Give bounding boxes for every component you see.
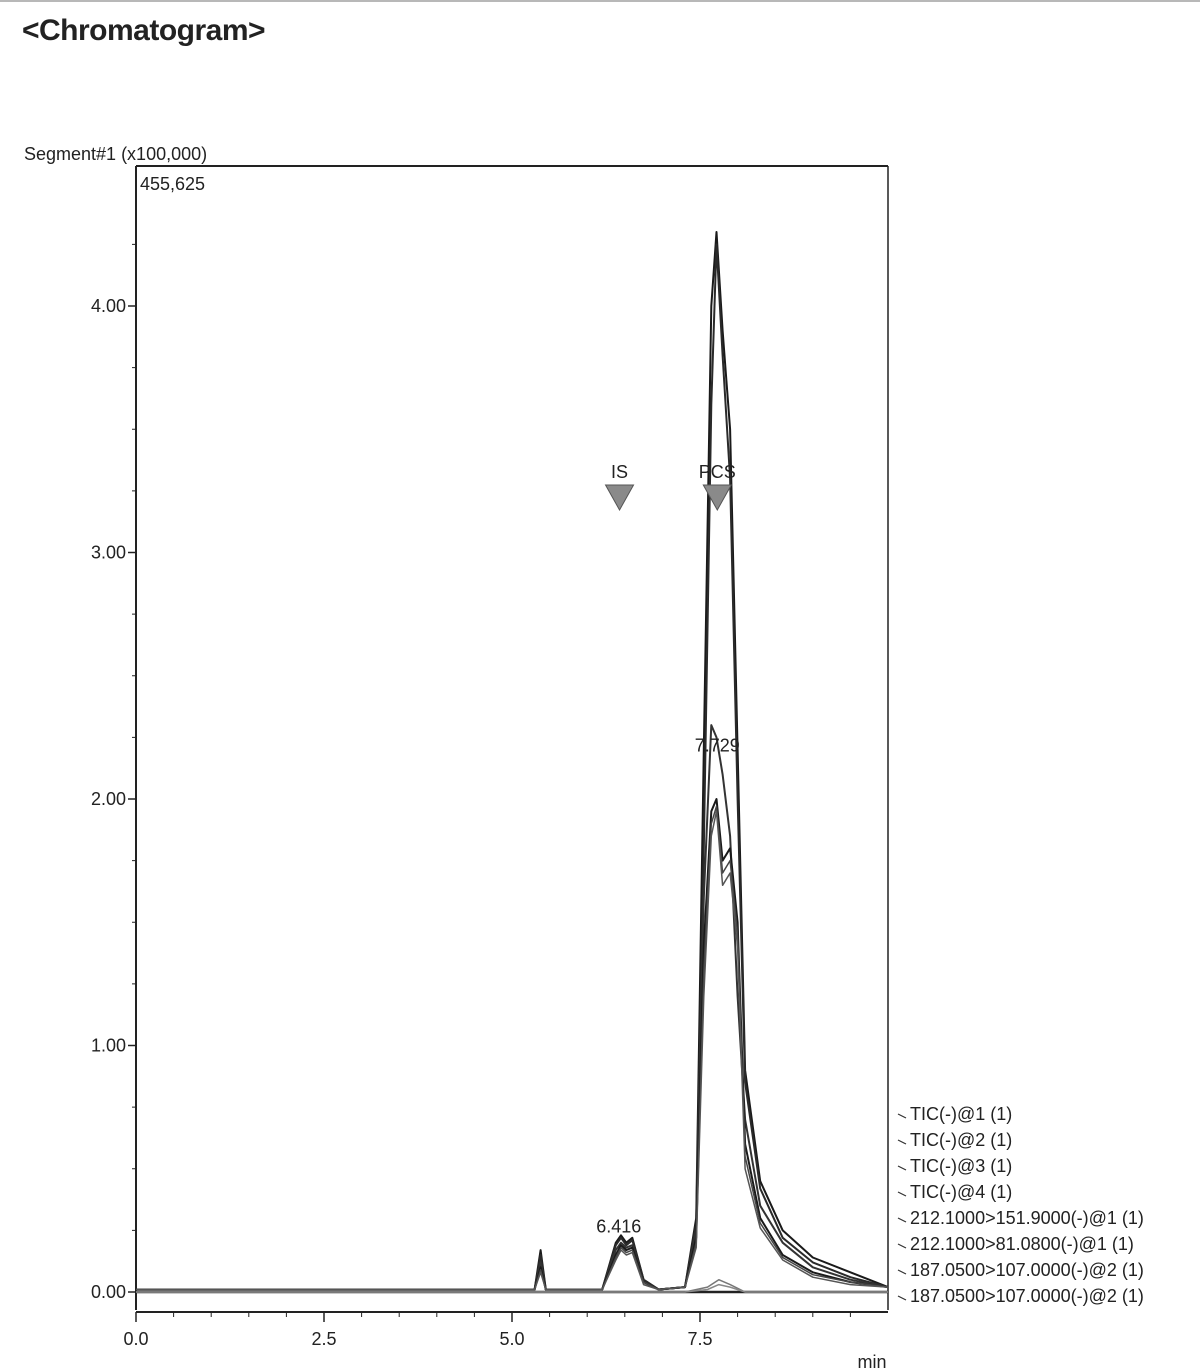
y-tick-label: 1.00 [91, 1036, 126, 1056]
legend-swatch [897, 1165, 907, 1171]
y-tick-label: 3.00 [91, 543, 126, 563]
legend-swatch [897, 1217, 907, 1223]
series-line-5 [136, 805, 889, 1291]
legend-entry: TIC(-)@4 (1) [910, 1182, 1012, 1202]
x-tick-label: 2.5 [311, 1329, 336, 1349]
y-axis-ticks: 0.00 1.00 2.00 3.00 4.00 [91, 243, 136, 1302]
legend-entry: TIC(-)@3 (1) [910, 1156, 1012, 1176]
peak-marker-triangle [702, 484, 733, 512]
legend-swatch [897, 1295, 907, 1301]
legend-swatch [897, 1269, 907, 1275]
legend-entry: 212.1000>81.0800(-)@1 (1) [910, 1234, 1134, 1254]
peak-marker-label: IS [611, 462, 628, 482]
legend-entry: 187.0500>107.0000(-)@2 (1) [910, 1260, 1144, 1280]
peak-markers: IS PCS [604, 462, 736, 512]
peak-marker-label: PCS [699, 462, 736, 482]
legend-swatch [897, 1139, 907, 1145]
legend: TIC(-)@1 (1) TIC(-)@2 (1) TIC(-)@3 (1) TIC(… [897, 1104, 1144, 1306]
series-line-2 [136, 243, 889, 1291]
x-tick-label: 0.0 [123, 1329, 148, 1349]
legend-entry: TIC(-)@1 (1) [910, 1104, 1012, 1124]
series-lines [136, 231, 889, 1293]
page-title: <Chromatogram> [22, 14, 266, 47]
series-line-6 [136, 810, 889, 1291]
legend-entry: 212.1000>151.9000(-)@1 (1) [910, 1208, 1144, 1228]
x-axis-ticks: 0.0 2.5 5.0 7.5 [123, 1312, 851, 1349]
peak-time-label: 6.416 [596, 1216, 641, 1236]
y-axis-title: Segment#1 (x100,000) [24, 144, 207, 164]
series-line-1 [136, 231, 889, 1291]
x-tick-label: 7.5 [687, 1329, 712, 1349]
series-line-8 [136, 1283, 888, 1293]
peak-marker-triangle [604, 484, 635, 512]
legend-swatch [897, 1243, 907, 1249]
legend-swatch [897, 1113, 907, 1119]
y-tick-label: 2.00 [91, 789, 126, 809]
x-axis-label: min [857, 1352, 886, 1372]
peak-time-label: 7.729 [695, 736, 740, 756]
y-tick-label: 4.00 [91, 296, 126, 316]
y-max-label: 455,625 [140, 174, 205, 194]
legend-entry: 187.0500>107.0000(-)@2 (1) [910, 1286, 1144, 1306]
series-line-3 [136, 724, 889, 1291]
y-tick-label: 0.00 [91, 1282, 126, 1302]
x-tick-label: 5.0 [499, 1329, 524, 1349]
top-rule [0, 0, 1200, 2]
peak-labels: 6.416 7.729 [596, 736, 740, 1237]
legend-swatch [897, 1191, 907, 1197]
plot-frame [135, 165, 889, 1313]
legend-entry: TIC(-)@2 (1) [910, 1130, 1012, 1150]
